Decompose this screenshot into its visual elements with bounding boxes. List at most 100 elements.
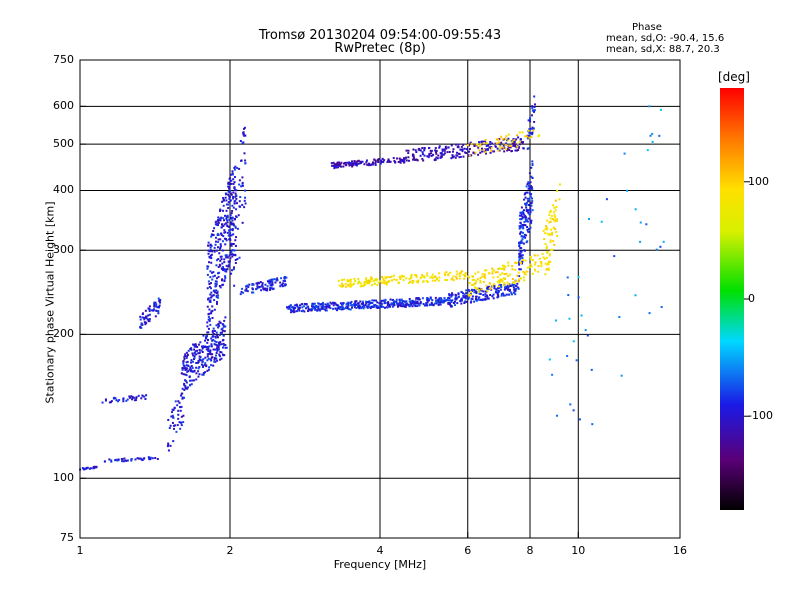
echo-point xyxy=(358,305,361,308)
echo-point xyxy=(167,449,170,452)
echo-point xyxy=(435,299,438,302)
echo-point xyxy=(471,295,474,298)
echo-point xyxy=(490,147,493,150)
echo-point xyxy=(529,263,532,266)
echo-point xyxy=(282,282,285,285)
echo-point xyxy=(349,308,352,311)
echo-point xyxy=(270,280,273,283)
echo-point xyxy=(376,283,379,286)
echo-point xyxy=(206,355,209,358)
echo-point xyxy=(475,299,478,302)
echo-point xyxy=(389,298,392,301)
echo-point xyxy=(437,299,440,302)
echo-point xyxy=(232,222,235,225)
echo-point xyxy=(487,286,490,289)
echo-point xyxy=(437,154,440,157)
echo-point xyxy=(234,258,237,261)
echo-point xyxy=(311,307,314,310)
echo-point xyxy=(473,144,476,147)
echo-point xyxy=(383,306,386,309)
echo-point xyxy=(279,284,282,287)
echo-point xyxy=(537,135,540,138)
echo-point xyxy=(219,331,222,334)
echo-point xyxy=(417,279,420,282)
echo-point xyxy=(266,287,269,290)
echo-point xyxy=(528,209,531,212)
echo-point xyxy=(171,408,174,411)
echo-point xyxy=(517,280,520,283)
echo-point xyxy=(499,288,502,291)
echo-point xyxy=(514,145,517,148)
echo-point xyxy=(586,334,589,337)
echo-point xyxy=(524,192,527,195)
echo-point xyxy=(362,284,365,287)
echo-point xyxy=(518,143,521,146)
echo-point xyxy=(520,211,523,214)
echo-point xyxy=(209,353,212,356)
echo-point xyxy=(492,276,495,279)
echo-point xyxy=(307,308,310,311)
echo-point xyxy=(168,427,171,430)
echo-point xyxy=(514,280,517,283)
echo-point xyxy=(392,274,395,277)
echo-point xyxy=(211,331,214,334)
echo-point xyxy=(234,225,237,228)
echo-point xyxy=(521,141,524,144)
echo-point xyxy=(230,223,233,226)
echo-point xyxy=(170,415,173,418)
echo-point xyxy=(457,143,460,146)
echo-point xyxy=(167,442,170,445)
echo-point xyxy=(422,302,425,305)
echo-point xyxy=(348,164,351,167)
echo-point xyxy=(130,459,133,462)
echo-point xyxy=(533,263,536,266)
echo-point xyxy=(464,151,467,154)
echo-point xyxy=(153,303,156,306)
colorbar-tick-label: -100 xyxy=(748,409,773,423)
echo-point xyxy=(155,303,158,306)
echo-point xyxy=(507,293,510,296)
echo-point xyxy=(310,308,313,311)
echo-point xyxy=(511,277,514,280)
echo-point xyxy=(229,239,232,242)
echo-point xyxy=(428,299,431,302)
echo-point xyxy=(225,254,228,257)
echo-point xyxy=(303,302,306,305)
echo-point xyxy=(459,155,462,158)
echo-point xyxy=(215,292,218,295)
echo-point xyxy=(555,205,558,208)
echo-point xyxy=(530,135,533,138)
echo-point xyxy=(238,179,241,182)
echo-point xyxy=(348,279,351,282)
echo-point xyxy=(547,268,550,271)
echo-point xyxy=(474,151,477,154)
echo-point xyxy=(227,264,230,267)
echo-point xyxy=(207,349,210,352)
echo-point xyxy=(242,133,245,136)
echo-point xyxy=(202,345,205,348)
echo-point xyxy=(241,203,244,206)
echo-point xyxy=(514,261,517,264)
echo-point xyxy=(547,267,550,270)
echo-point xyxy=(435,156,438,159)
echo-point xyxy=(514,288,517,291)
echo-point xyxy=(244,196,247,199)
echo-point xyxy=(534,261,537,264)
gridlines xyxy=(80,60,680,538)
echo-point xyxy=(213,291,216,294)
echo-point xyxy=(180,424,183,427)
echo-point xyxy=(482,290,485,293)
echo-point xyxy=(348,308,351,311)
echo-point xyxy=(410,276,413,279)
echo-point xyxy=(528,212,531,215)
echo-point xyxy=(189,368,192,371)
echo-point xyxy=(261,283,264,286)
echo-point xyxy=(400,299,403,302)
echo-point xyxy=(525,206,528,209)
echo-point xyxy=(437,303,440,306)
echo-point xyxy=(496,291,499,294)
echo-point xyxy=(187,349,190,352)
echo-point xyxy=(259,281,262,284)
echo-point xyxy=(518,140,521,143)
echo-point xyxy=(207,297,210,300)
